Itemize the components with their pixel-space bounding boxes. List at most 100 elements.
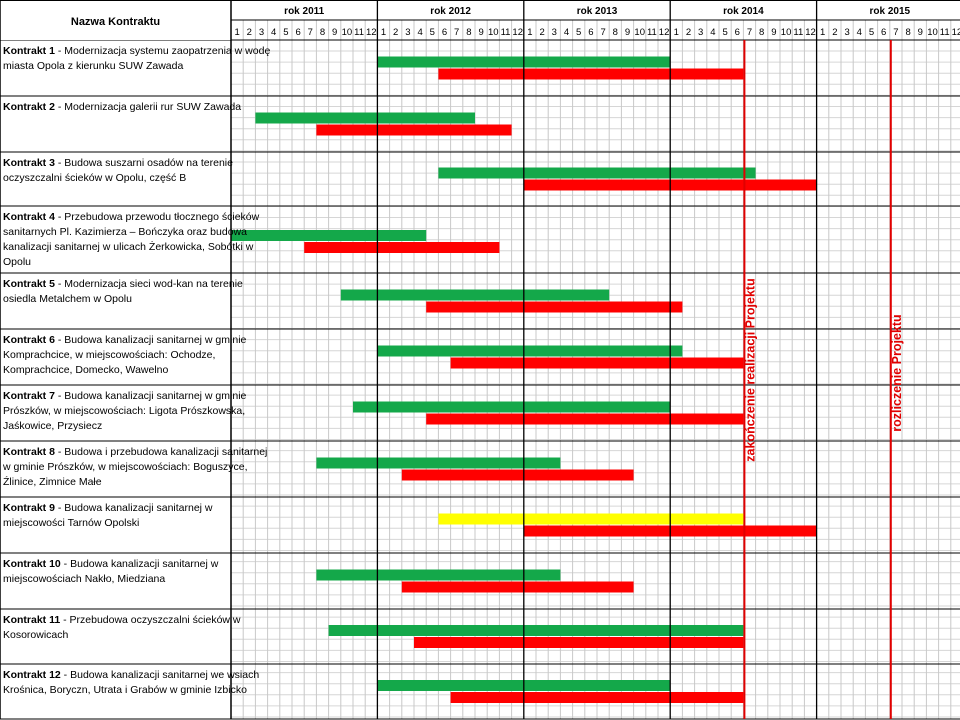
task-bar-5-2 [426,301,683,313]
month-label: 12 [659,27,670,38]
month-label: 3 [698,27,703,38]
month-label: 2 [686,27,691,38]
task-bar-11-2 [414,637,744,648]
task-name: Kontrakt 2 [3,101,55,113]
task-description: w gminie Prószków, w miejscowościach: Bo… [2,461,248,473]
month-label: 1 [820,27,825,38]
task-label-10: miejscowościach Nakło, Miedziana [3,573,165,585]
header-cell-bg [0,0,231,40]
task-label-11: Kontrakt 11 - Przebudowa oczyszczalni śc… [3,614,241,626]
task-bar-6-1 [377,345,683,357]
milestone-label-2: rozliczenie Projektu [890,314,904,431]
task-label-8: Kontrakt 8 - Budowa i przebudowa kanaliz… [3,446,267,458]
month-label: 10 [488,27,499,38]
month-label: 5 [283,27,288,38]
month-label: 2 [832,27,837,38]
task-label-7: Prószków, w miejscowościach: Ligota Prós… [3,405,245,417]
task-label-9: miejscowości Tarnów Opolski [3,517,139,529]
month-label: 10 [634,27,645,38]
task-description: Źlinice, Zimnice Małe [3,475,102,488]
task-name: Kontrakt 4 [3,211,55,223]
task-name: Kontrakt 3 [3,157,55,169]
month-label: 8 [613,27,618,38]
task-label-5: osiedla Metalchem w Opolu [3,293,132,305]
task-description: Komprachcice, Domecko, Wawelno [3,364,168,376]
month-label: 3 [259,27,264,38]
task-description: - Przebudowa przewodu tłocznego ścieków [55,211,260,223]
task-bar-6-2 [450,357,744,369]
task-description: Komprachcice, w miejscowościach: Ochodze… [3,349,215,361]
month-label: 9 [478,27,483,38]
year-label-1: rok 2011 [284,6,324,17]
task-description: - Modernizacja galerii rur SUW Zawada [55,101,241,113]
month-label: 12 [512,27,523,38]
month-label: 5 [430,27,435,38]
task-label-11: Kosorowicach [3,629,69,641]
task-bar-9-1 [438,513,744,525]
month-label: 6 [735,27,740,38]
month-label: 1 [674,27,679,38]
month-label: 10 [927,27,938,38]
month-label: 2 [539,27,544,38]
task-description: - Budowa kanalizacji sanitarnej w gminie [55,390,247,402]
month-label: 11 [354,27,364,38]
month-label: 8 [320,27,325,38]
month-label: 4 [857,27,862,38]
month-label: 5 [576,27,581,38]
task-bar-3-1 [438,167,756,179]
month-label: 2 [247,27,252,38]
month-label: 7 [600,27,605,38]
year-label-5: rok 2015 [870,6,911,17]
milestone-lines: zakończenie realizacji Projektu rozliczen… [743,40,904,719]
task-name: Kontrakt 7 [3,390,55,402]
year-label-2: rok 2012 [430,6,471,17]
task-label-12: Kontrakt 12 - Budowa kanalizacji sanitar… [3,669,259,681]
month-label: 9 [332,27,337,38]
month-label: 8 [759,27,764,38]
month-label: 4 [271,27,276,38]
task-label-4: Kontrakt 4 - Przebudowa przewodu tłoczne… [3,211,260,223]
month-label: 11 [647,27,657,38]
header-title: Nazwa Kontraktu [71,16,160,28]
task-description: - Modernizacja systemu zaopatrzenia w wo… [55,45,271,57]
month-label: 4 [417,27,422,38]
month-label: 9 [771,27,776,38]
task-description: - Budowa suszarni osadów na terenie [55,157,233,169]
month-label: 7 [893,27,898,38]
month-label: 12 [366,27,377,38]
month-label: 10 [342,27,353,38]
task-bar-10-1 [316,569,561,581]
task-bar-1-2 [438,68,744,80]
task-description: Opolu [3,256,31,268]
task-description: miasta Opola z kierunku SUW Zawada [3,60,183,72]
task-description: osiedla Metalchem w Opolu [3,293,132,305]
month-label: 11 [940,27,950,38]
month-label: 6 [295,27,300,38]
month-label: 8 [905,27,910,38]
month-label: 4 [710,27,715,38]
task-bar-8-1 [316,457,561,469]
task-name: Kontrakt 11 [3,614,60,626]
task-label-7: Kontrakt 7 - Budowa kanalizacji sanitarn… [3,390,247,402]
task-name: Kontrakt 5 [3,278,55,290]
task-bar-7-2 [426,413,744,425]
task-bar-11-1 [328,625,744,636]
task-label-3: oczyszczalni ścieków w Opolu, część B [3,172,186,184]
year-label-3: rok 2013 [577,6,618,17]
month-label: 6 [442,27,447,38]
task-label-10: Kontrakt 10 - Budowa kanalizacji sanitar… [3,558,219,570]
month-label: 7 [747,27,752,38]
month-label: 1 [381,27,386,38]
month-label: 11 [501,27,511,38]
month-label: 10 [781,27,792,38]
month-label: 4 [564,27,569,38]
month-label: 9 [918,27,923,38]
task-label-12: Krośnica, Boryczn, Utrata i Grabów w gmi… [3,684,247,696]
task-bar-2-1 [255,112,475,124]
task-label-3: Kontrakt 3 - Budowa suszarni osadów na t… [3,157,233,169]
task-description: - Budowa i przebudowa kanalizacji sanita… [55,446,267,458]
milestone-label-1: zakończenie realizacji Projektu [743,278,757,461]
month-label: 1 [527,27,532,38]
task-name: Kontrakt 10 [3,558,61,570]
